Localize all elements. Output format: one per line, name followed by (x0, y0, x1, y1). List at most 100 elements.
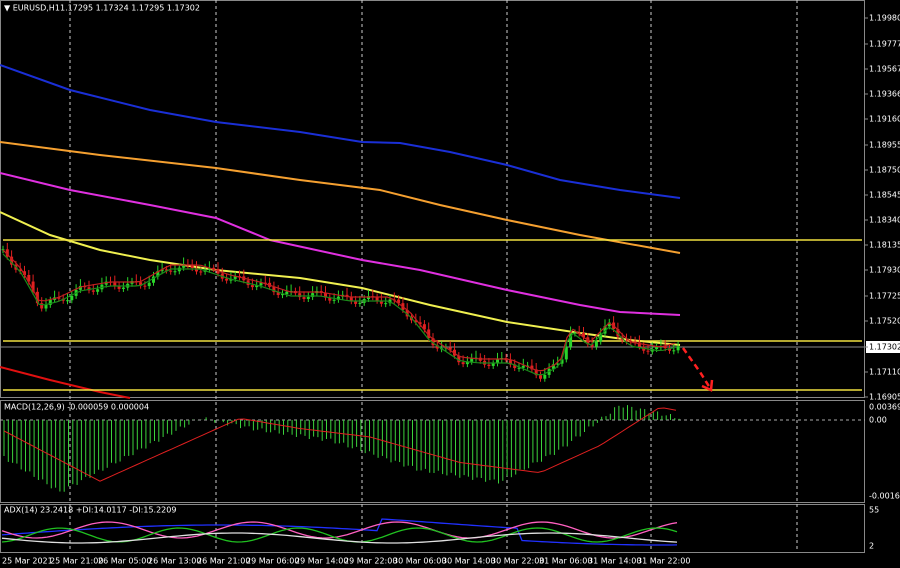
candle-body (285, 291, 289, 295)
price-series (1, 242, 680, 382)
candle-body (414, 320, 418, 323)
macd-axis-label: -0.001671 (869, 492, 900, 501)
candle-body (78, 285, 82, 290)
candle-body (164, 269, 168, 271)
candle-body (672, 350, 676, 352)
candle-body (152, 276, 155, 283)
bid-box (866, 341, 900, 353)
candle-body (5, 249, 9, 257)
time-label: 30 Mar 22:00 (491, 557, 544, 566)
candle-body (539, 375, 542, 379)
main-panel (0, 0, 865, 398)
candle-body (625, 340, 628, 342)
time-label: 26 Mar 05:00 (98, 557, 151, 566)
candle-body (349, 296, 353, 302)
candle-body (23, 271, 26, 275)
time-label: 26 Mar 13:00 (148, 557, 201, 566)
candle-body (418, 322, 422, 325)
macd-series (3, 405, 680, 492)
candle-body (1, 249, 5, 251)
candle-body (66, 300, 69, 302)
price-label: 1.19567 (869, 65, 900, 74)
candle-body (18, 269, 22, 272)
candle-body (156, 271, 160, 277)
candle-body (646, 350, 650, 352)
candle-body (668, 348, 671, 351)
time-label: 29 Mar 06:00 (246, 557, 299, 566)
candle-body (40, 303, 44, 309)
ma-magenta (0, 172, 681, 316)
candle-body (422, 324, 426, 330)
candle-body (121, 287, 125, 289)
candle-body (487, 364, 491, 366)
ma-red (0, 366, 131, 399)
candle-body (113, 282, 117, 287)
levels (0, 239, 865, 391)
frame (0, 0, 865, 553)
price-label: 1.19777 (869, 40, 900, 49)
candle-body (465, 361, 469, 365)
time-label: 25 Mar 2021 (2, 557, 53, 566)
candle-body (298, 293, 302, 298)
candle-body (470, 358, 474, 362)
time-label: 31 Mar 14:00 (588, 557, 641, 566)
candle-body (10, 256, 14, 265)
candle-body (556, 363, 560, 365)
candle-body (573, 332, 577, 334)
ma-fast-green (2, 253, 676, 376)
price-label: 1.18545 (869, 191, 900, 200)
candle-body (569, 333, 573, 347)
candle-body (328, 297, 332, 301)
candle-body (345, 294, 349, 297)
candle-body (332, 299, 336, 301)
candle-body (306, 297, 310, 299)
candle-body (560, 359, 564, 364)
moving-averages (0, 64, 681, 399)
price-label: 1.18340 (869, 216, 900, 225)
ma-blue (0, 64, 681, 199)
candle-body (70, 295, 74, 301)
price-label: 1.17520 (869, 317, 900, 326)
candle-body (577, 332, 581, 334)
candle-body (57, 297, 61, 299)
candle-body (182, 264, 186, 268)
candle-body (388, 299, 392, 304)
candle-body (207, 267, 211, 270)
candle-body (233, 276, 237, 279)
candle-body (508, 360, 512, 365)
candle-body (143, 285, 147, 287)
candle-body (384, 303, 388, 305)
candle-body (367, 296, 370, 300)
candle-body (91, 290, 95, 292)
candle-body (517, 367, 521, 369)
header-ohlc: 1.17295 1.17324 1.17295 1.17302 (60, 4, 200, 13)
candle-body (457, 355, 461, 363)
macd-panel (0, 400, 865, 503)
price-label: 1.17110 (869, 368, 900, 377)
forecast-arrow (681, 347, 712, 389)
time-label: 31 Mar 22:00 (637, 557, 690, 566)
candle-body (427, 329, 431, 339)
macd-label: MACD(12,26,9) -0.000059 0.000004 (4, 403, 149, 412)
candle-body (435, 345, 439, 349)
candle-body (336, 296, 340, 300)
time-label: 26 Mar 21:00 (197, 557, 250, 566)
candle-body (96, 289, 100, 292)
axes: 1.19980 1.19777 1.19567 1.19366 1.19160 1.189… (2, 14, 900, 566)
candle-body (250, 285, 254, 288)
candle-body (139, 282, 143, 286)
adx-line (1, 521, 678, 539)
candle-body (551, 364, 555, 369)
candle-body (594, 341, 598, 347)
candle-body (117, 286, 121, 289)
candle-body (496, 359, 499, 364)
candle-body (491, 363, 495, 366)
candle-body (375, 297, 379, 301)
candle-body (599, 333, 603, 342)
price-label: 1.17930 (869, 266, 900, 275)
grid (0, 0, 865, 552)
candle-body (169, 270, 173, 272)
adx-axis-label: 55 (869, 506, 879, 515)
candle-body (586, 337, 590, 345)
macd-axis-label: 0.00369 (869, 403, 900, 412)
